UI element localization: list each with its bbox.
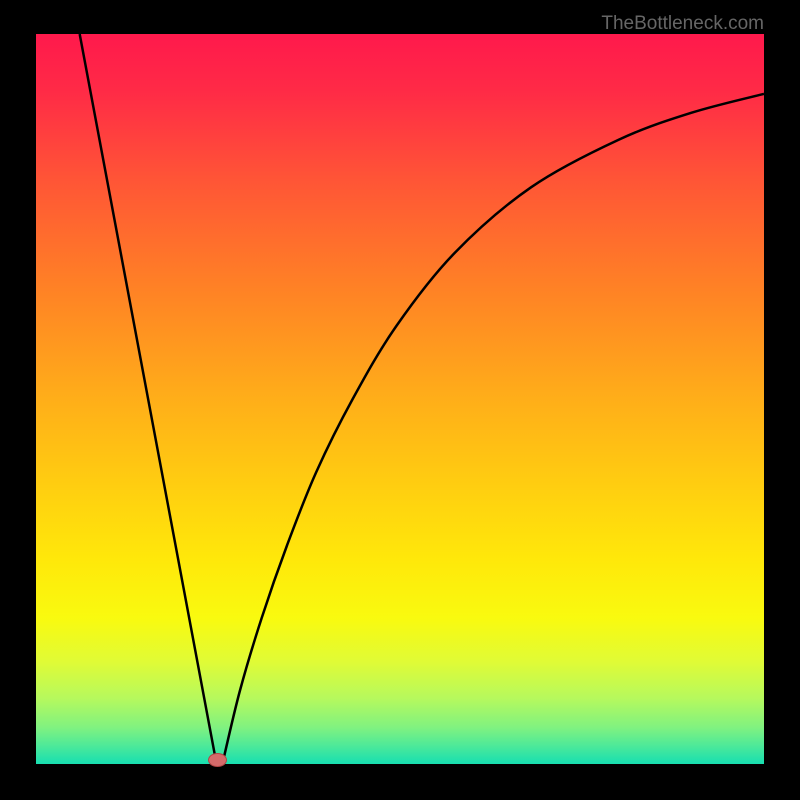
watermark-text: TheBottleneck.com [601, 13, 764, 35]
ascending-curve [36, 34, 764, 764]
chart-container: TheBottleneck.com [0, 0, 800, 800]
bottleneck-marker [208, 753, 227, 767]
plot-area [36, 34, 764, 764]
